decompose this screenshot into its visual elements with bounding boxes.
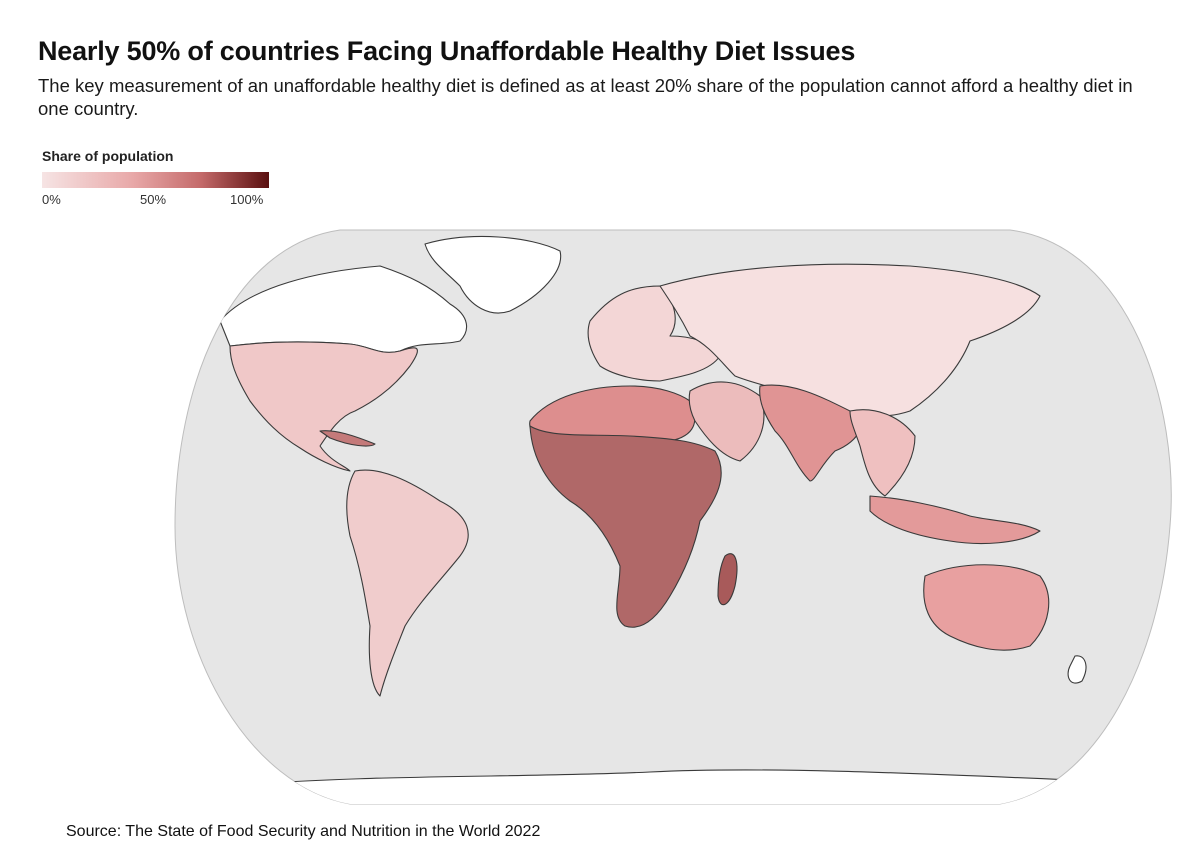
legend-title: Share of population: [42, 148, 174, 164]
region-madagascar: [717, 553, 738, 606]
region-south-asia: [759, 384, 862, 482]
legend-ticks: 0% 50% 100%: [42, 192, 272, 212]
region-antarctica: [189, 769, 1171, 804]
region-southeast-asia: [849, 409, 916, 497]
region-sub-saharan-africa: [529, 425, 722, 628]
region-caribbean: [319, 430, 376, 447]
region-australia: [923, 564, 1050, 651]
region-indonesia: [869, 495, 1041, 545]
chart-title: Nearly 50% of countries Facing Unafforda…: [38, 36, 856, 66]
chart-subtitle: The key measurement of an unaffordable h…: [38, 75, 1133, 119]
region-russia-asia: [659, 263, 1041, 417]
legend-tick-100: 100%: [230, 192, 264, 207]
region-middle-east: [688, 381, 765, 462]
color-legend: Share of population 0% 50% 100%: [42, 148, 272, 212]
legend-tick-50: 50%: [140, 192, 167, 207]
region-greenland: [424, 235, 562, 314]
legend-tick-0: 0%: [42, 192, 61, 207]
world-choropleth-map: [174, 229, 1172, 805]
region-new-zealand: [1067, 655, 1087, 684]
region-north-america: [229, 341, 418, 472]
region-south-america: [346, 469, 469, 697]
source-note: Source: The State of Food Security and N…: [66, 823, 541, 840]
legend-gradient-bar: [42, 172, 269, 188]
